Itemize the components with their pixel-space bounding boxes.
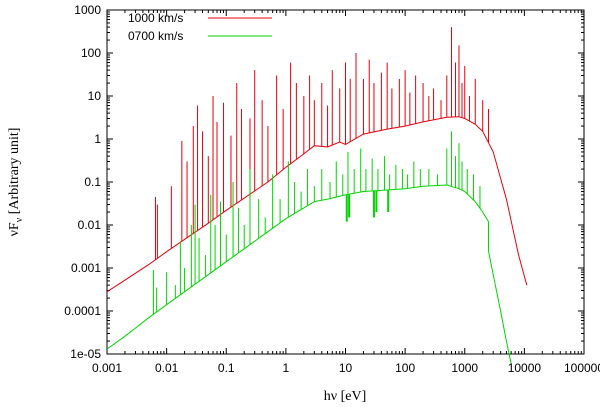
y-tick-label: 0.01 — [78, 218, 102, 232]
y-tick-label: 0.001 — [71, 261, 101, 275]
series-line — [488, 250, 512, 364]
x-tick-label: 1000 — [451, 361, 478, 375]
x-tick-label: 10000 — [508, 361, 542, 375]
y-axis-title-main: νF — [7, 222, 22, 236]
series-1 — [106, 131, 512, 364]
y-tick-label: 10 — [88, 89, 102, 103]
legend-label-1000: 1000 km/s — [128, 11, 183, 25]
y-axis-title-sub: ν — [14, 217, 25, 222]
x-axis-title: hν [eV] — [324, 389, 366, 404]
y-tick-label: 100 — [81, 46, 101, 60]
x-tick-label: 100 — [395, 361, 415, 375]
x-tick-label: 0.1 — [218, 361, 235, 375]
y-axis-title-rest: [Arbitrary unit] — [7, 128, 22, 218]
series-line — [106, 317, 150, 350]
y-tick-label: 0.1 — [84, 175, 101, 189]
y-tick-label: 1e-05 — [70, 347, 101, 361]
x-tick-label: 0.01 — [155, 361, 179, 375]
y-axis-title: νFν [Arbitrary unit] — [7, 128, 25, 237]
x-tick-label: 10 — [339, 361, 353, 375]
x-axis: 0.001 0.01 0.1 1 10 100 1000 10000 100000 — [92, 10, 600, 375]
x-tick-label: 0.001 — [92, 361, 122, 375]
legend-label-0700: 0700 km/s — [128, 29, 183, 43]
legend: 1000 km/s 0700 km/s — [128, 11, 272, 43]
series-0 — [106, 27, 528, 293]
x-tick-label: 100000 — [564, 361, 600, 375]
y-axis: 1e-05 0.0001 0.001 0.01 0.1 1 10 100 1000 — [64, 3, 584, 361]
y-tick-label: 1000 — [74, 3, 101, 17]
series-layer — [106, 27, 528, 364]
y-tick-label: 0.0001 — [64, 304, 101, 318]
y-tick-label: 1 — [94, 132, 101, 146]
x-tick-label: 1 — [283, 361, 290, 375]
